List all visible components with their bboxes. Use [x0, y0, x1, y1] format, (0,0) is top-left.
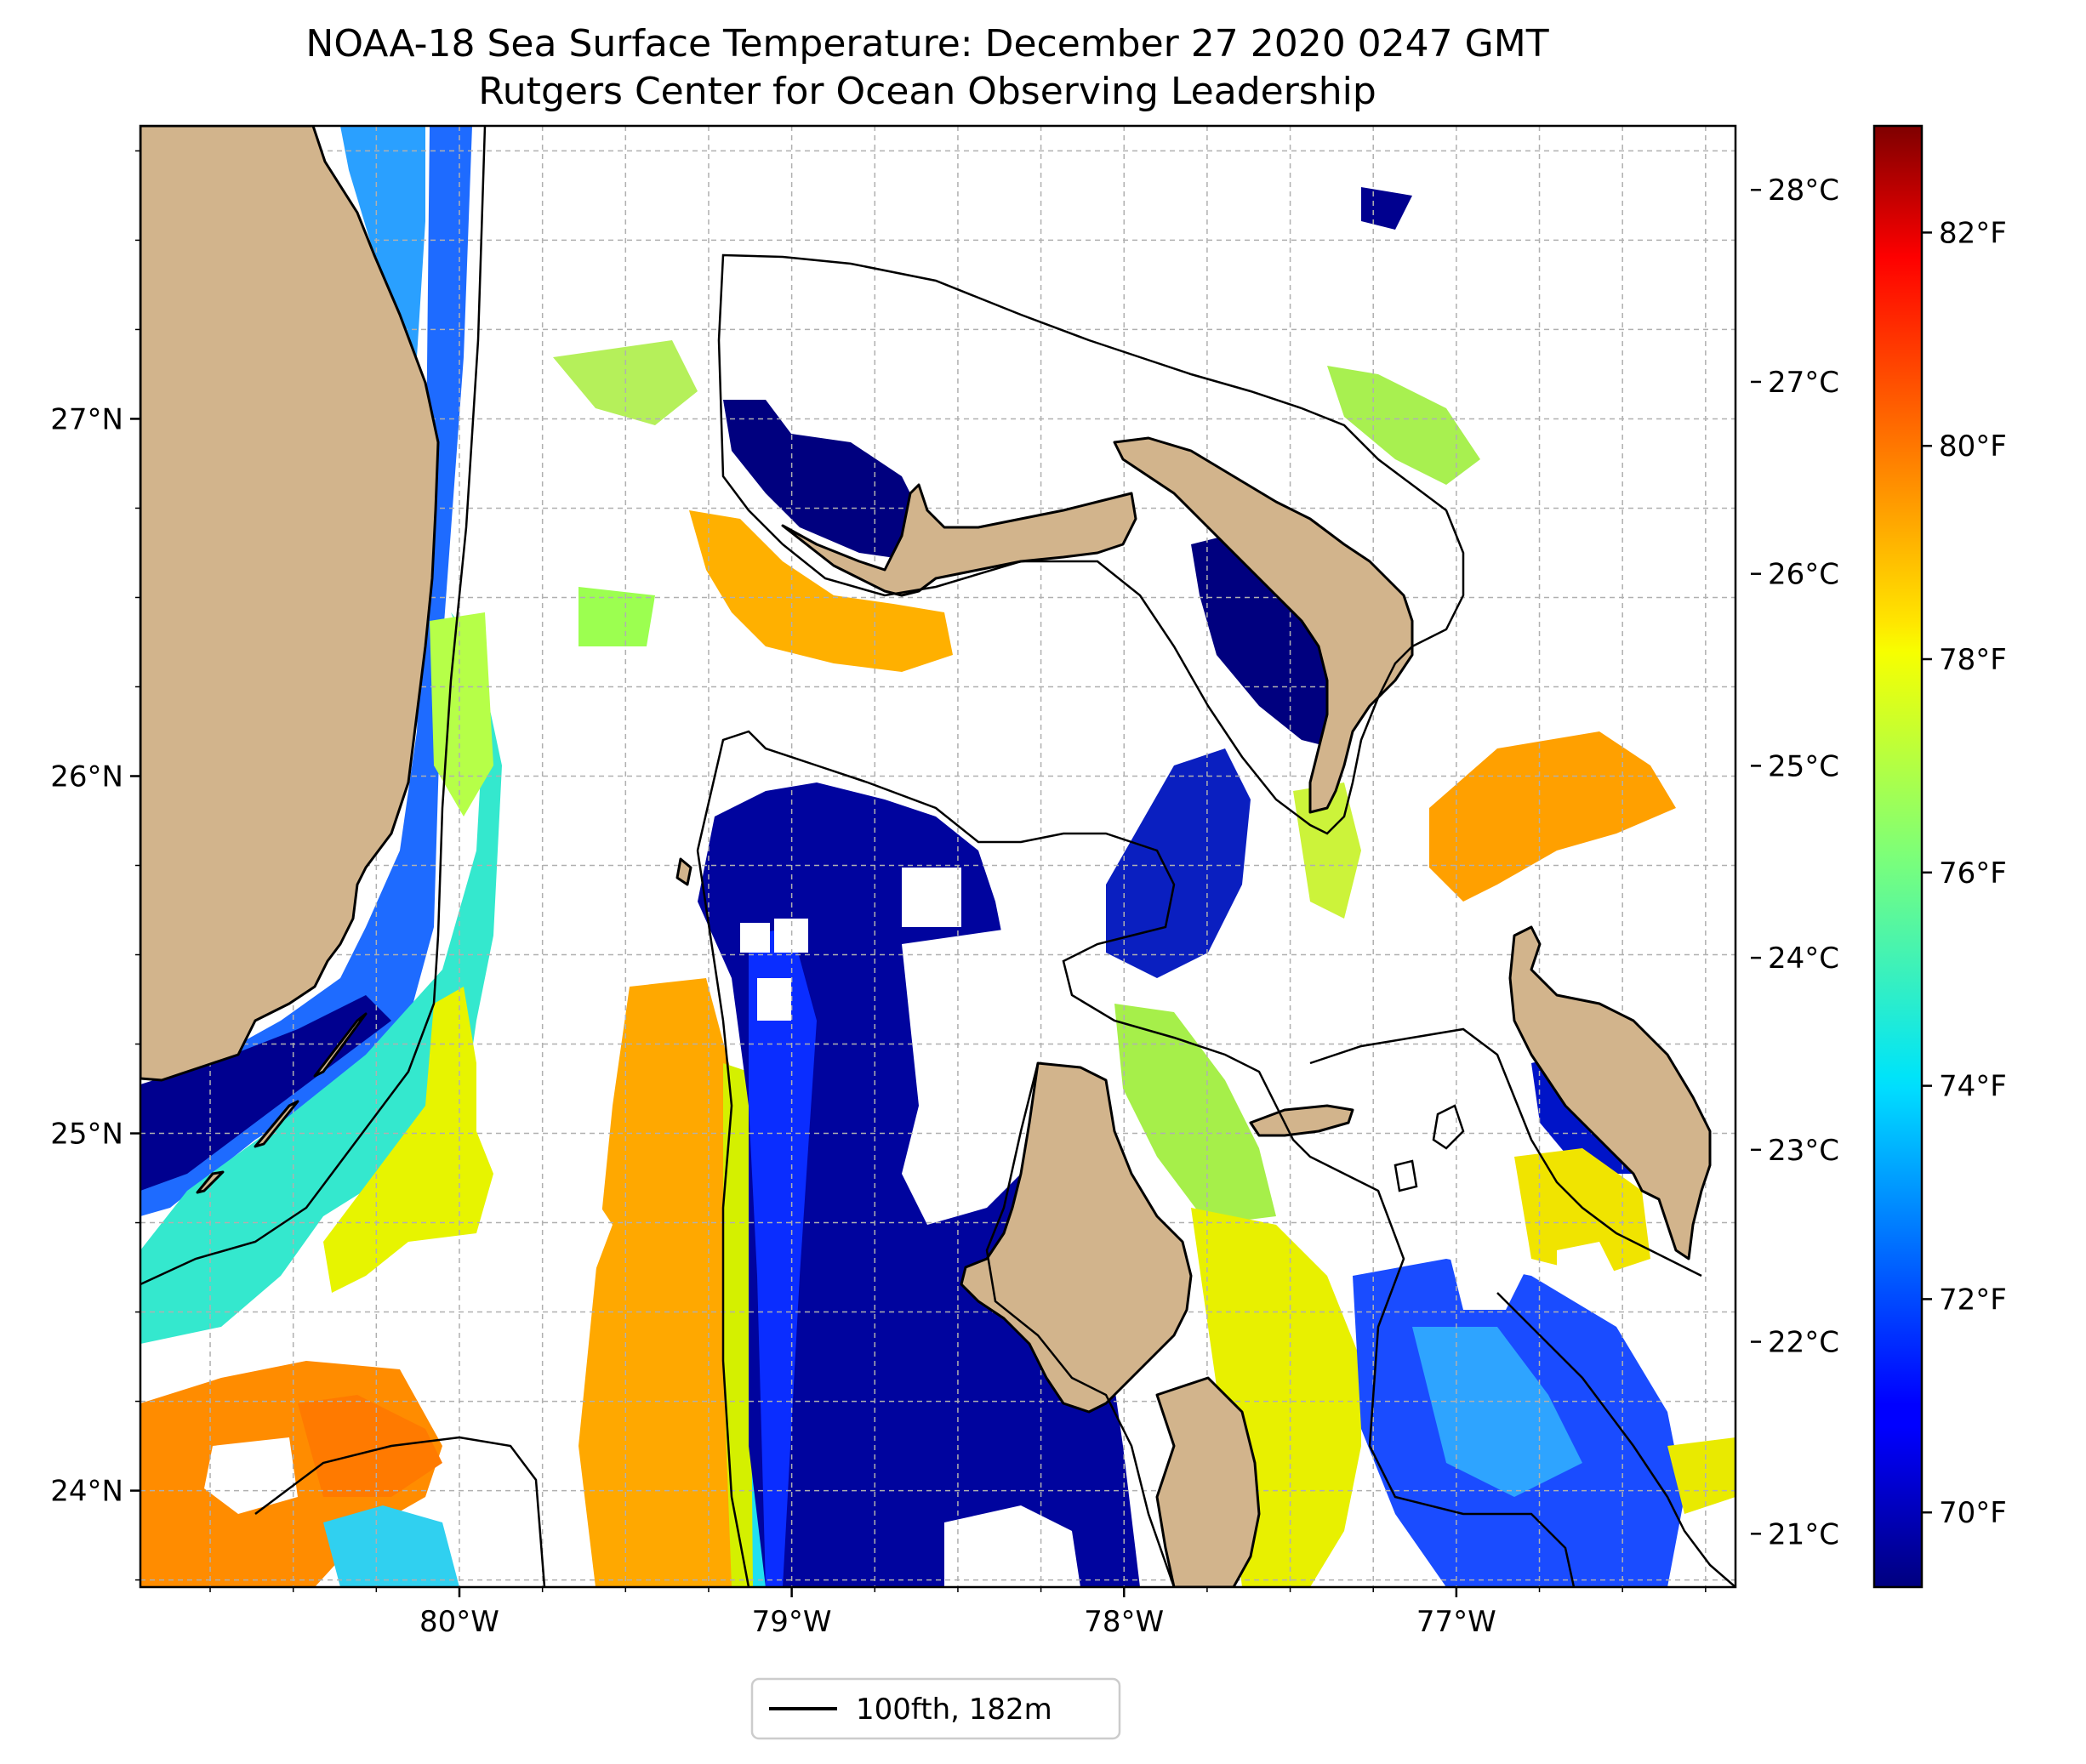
map-frame	[139, 124, 1737, 1589]
sst-patch-gulfstream-orange	[578, 978, 749, 1587]
title-line-2: Rutgers Center for Ocean Observing Leade…	[478, 70, 1376, 113]
sst-patch-abaco-blue	[1191, 527, 1353, 748]
land-keys-1	[313, 1012, 368, 1078]
contour-line-small-ring-2	[1394, 1159, 1418, 1192]
sst-patch-east-coast-blue	[340, 126, 425, 357]
land-florida	[140, 126, 440, 1082]
celsius-tick-label: 21°C	[1768, 1517, 1839, 1551]
land-abaco	[1113, 436, 1414, 814]
celsius-tick-label: 23°C	[1768, 1134, 1839, 1168]
land-new-providence	[1249, 1104, 1354, 1137]
contour-line-florida	[140, 126, 487, 1286]
cloud-region	[1557, 1242, 1616, 1301]
cloud-region	[204, 1437, 298, 1514]
fahrenheit-tick-label: 74°F	[1939, 1070, 2007, 1104]
lat-axis-left: 27°N 26°N 25°N 24°N	[50, 150, 140, 1581]
celsius-tick-label: 26°C	[1768, 558, 1839, 592]
celsius-tick-label: 22°C	[1768, 1326, 1839, 1360]
sst-patch-central-blue	[1106, 748, 1251, 978]
contour-line-sw	[254, 1436, 546, 1587]
contour-line-exuma	[1496, 1292, 1735, 1587]
sst-patch-central-lime	[1114, 1004, 1276, 1225]
map-panel	[140, 126, 1735, 1587]
fahrenheit-tick-label: 80°F	[1939, 430, 2007, 464]
celsius-tick-label: 27°C	[1768, 366, 1839, 400]
sst-patch-north-orange	[689, 510, 953, 672]
contour-line-little-bahama-bank	[717, 253, 1465, 835]
sst-patch-ne-blue	[1361, 187, 1412, 230]
cloud-region	[502, 1174, 613, 1293]
lon-tick-label: 78°W	[1084, 1605, 1164, 1639]
colorbar-fahrenheit-axis: 70°F 72°F 74°F 76°F 78°F 80°F 82°F	[1922, 216, 2007, 1530]
contour-line-great-bahama-bank	[696, 730, 1576, 1587]
fahrenheit-tick-label: 70°F	[1939, 1496, 2007, 1530]
lon-tick-label: 77°W	[1416, 1605, 1496, 1639]
sst-patch-southwest-orange-2	[298, 1395, 442, 1497]
fahrenheit-tick-label: 72°F	[1939, 1283, 2007, 1317]
cloud-block	[740, 923, 770, 953]
land-keys-2	[254, 1100, 299, 1148]
sst-patch-straits-yellow	[323, 987, 493, 1293]
sst-patch-southwest-cyan	[323, 1505, 459, 1587]
land-south-andros	[1155, 1376, 1261, 1587]
legend: 100fth, 182m	[750, 1677, 1121, 1740]
fahrenheit-tick-label: 76°F	[1939, 856, 2007, 891]
lat-tick-label: 27°N	[50, 402, 123, 436]
fahrenheit-tick-label: 78°F	[1939, 643, 2007, 677]
sst-patch-far-east-yellow	[1667, 1437, 1735, 1514]
sst-patch-straits-west	[140, 126, 472, 1216]
fahrenheit-tick-label: 82°F	[1939, 216, 2007, 250]
legend-label: 100fth, 182m	[856, 1693, 1052, 1727]
lon-tick-label: 79°W	[752, 1605, 832, 1639]
colorbar-gradient	[1872, 124, 1924, 1589]
cloud-region	[1446, 1225, 1531, 1310]
cloud-mask	[204, 868, 1616, 1587]
sst-patch-north-yellow	[578, 587, 655, 646]
legend-box	[750, 1677, 1121, 1740]
sst-patch-east-yellow-2	[1514, 1148, 1650, 1276]
cloud-block	[902, 868, 961, 927]
land	[140, 126, 1712, 1587]
land-andros	[960, 1061, 1193, 1414]
lon-tick-label: 80°W	[419, 1605, 499, 1639]
lat-tick-label: 26°N	[50, 760, 123, 794]
celsius-tick-label: 28°C	[1768, 174, 1839, 208]
celsius-axis-right: 21°C 22°C 23°C 24°C 25°C 26°C 27°C 28°C	[1751, 174, 1839, 1551]
contour-line-andros-west	[985, 1062, 1176, 1587]
sst-patch-north-blue	[723, 400, 927, 561]
cloud-region	[944, 1505, 1080, 1587]
sst-patch-ne-lime	[1327, 366, 1480, 485]
land-keys-3	[196, 1170, 225, 1194]
celsius-tick-label: 25°C	[1768, 749, 1839, 783]
contour-line-gulfstream-east	[696, 850, 750, 1587]
contour-line-small-ring	[1432, 1104, 1465, 1150]
contour-line-providence-east	[1309, 1027, 1702, 1277]
sst-patch-core-brightblue	[749, 927, 817, 1587]
lat-tick-label: 25°N	[50, 1118, 123, 1152]
land-grand-bahama	[781, 483, 1137, 597]
cloud-block	[757, 978, 791, 1021]
title-line-1: NOAA-18 Sea Surface Temperature: Decembe…	[305, 22, 1548, 65]
lat-tick-label: 24°N	[50, 1475, 123, 1509]
contour-100fth	[140, 126, 1735, 1587]
land-bimini	[675, 857, 692, 886]
land-eleuthera	[1508, 925, 1712, 1260]
lon-axis-bottom: 80°W 79°W 78°W 77°W	[209, 1587, 1707, 1639]
celsius-tick-label: 24°C	[1768, 942, 1839, 976]
sst-patch-east-orange	[1429, 731, 1676, 902]
